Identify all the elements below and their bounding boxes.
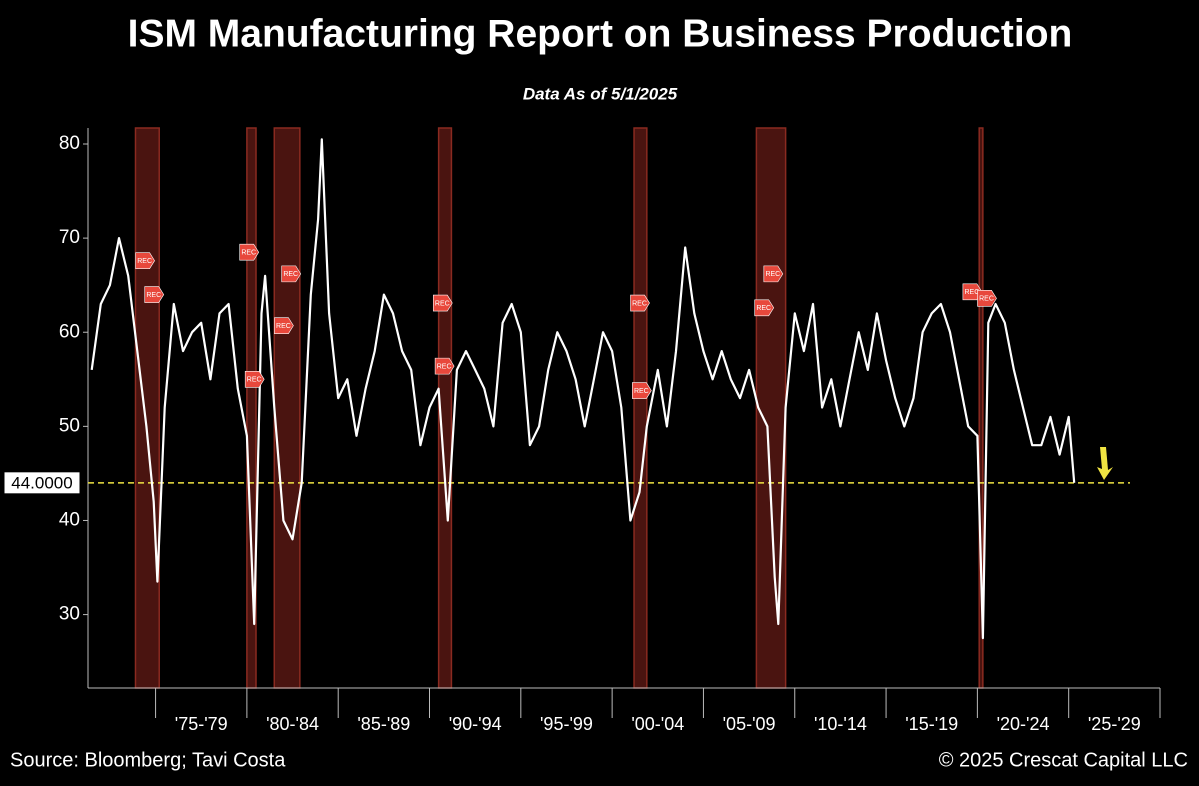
chart-title: ISM Manufacturing Report on Business Pro… — [128, 12, 1073, 55]
rec-label: REC — [137, 258, 152, 265]
reference-label-box — [3, 471, 81, 495]
rec-label: REC — [437, 363, 452, 370]
y-tick-label: 70 — [59, 227, 80, 248]
rec-marker — [630, 294, 650, 312]
rec-marker — [274, 317, 294, 334]
rec-label: REC — [435, 300, 450, 307]
down-arrow — [1097, 447, 1113, 480]
rec-label: REC — [241, 250, 256, 257]
recession-band — [134, 127, 160, 689]
recession-band — [755, 127, 787, 689]
y-tick-label: 80 — [59, 133, 80, 154]
x-period-label: '00-'04 — [631, 714, 684, 734]
rec-label: REC — [276, 323, 291, 330]
source: Source: Bloomberg; Tavi Costa — [10, 749, 286, 771]
rec-label: REC — [283, 271, 298, 278]
rec-label: REC — [756, 305, 771, 312]
copyright: © 2025 Crescat Capital LLC — [939, 749, 1188, 771]
rec-marker — [763, 265, 784, 283]
rec-marker — [144, 286, 165, 303]
x-period-label: '15-'19 — [905, 714, 958, 734]
rec-label: REC — [247, 377, 262, 384]
y-tick-label: 30 — [59, 604, 80, 625]
recession-band — [273, 127, 301, 689]
x-period-label: '75-'79 — [175, 714, 228, 734]
rec-marker — [434, 357, 455, 375]
x-period-label: '05-'09 — [723, 714, 776, 734]
x-period-label: '90-'94 — [449, 714, 502, 734]
rec-label: REC — [965, 289, 980, 296]
y-tick-label: 50 — [59, 415, 80, 436]
rec-label: REC — [979, 296, 994, 303]
rec-marker — [754, 299, 775, 317]
rec-marker — [239, 243, 260, 261]
x-period-label: '85-'89 — [357, 714, 410, 734]
rec-marker — [432, 294, 453, 312]
rec-label: REC — [765, 271, 780, 278]
rec-marker — [281, 265, 302, 283]
y-tick-label: 40 — [59, 509, 80, 530]
chart-subtitle: Data As of 5/1/2025 — [523, 84, 678, 103]
x-period-label: '10-'14 — [814, 714, 867, 734]
rec-marker — [977, 290, 997, 307]
reference-label: 44.0000 — [11, 473, 72, 492]
x-period-label: '20-'24 — [997, 714, 1050, 734]
rec-label: REC — [632, 300, 647, 307]
x-period-label: '80-'84 — [266, 714, 319, 734]
rec-label: REC — [146, 292, 161, 299]
rec-label: REC — [634, 388, 649, 395]
y-tick-label: 60 — [59, 321, 80, 342]
x-period-label: '95-'99 — [540, 714, 593, 734]
data-line — [90, 138, 1076, 640]
rec-marker — [135, 252, 155, 270]
rec-marker — [244, 370, 265, 388]
x-period-label: '25-'29 — [1088, 714, 1141, 734]
recession-band — [633, 127, 648, 689]
rec-marker — [632, 382, 652, 399]
